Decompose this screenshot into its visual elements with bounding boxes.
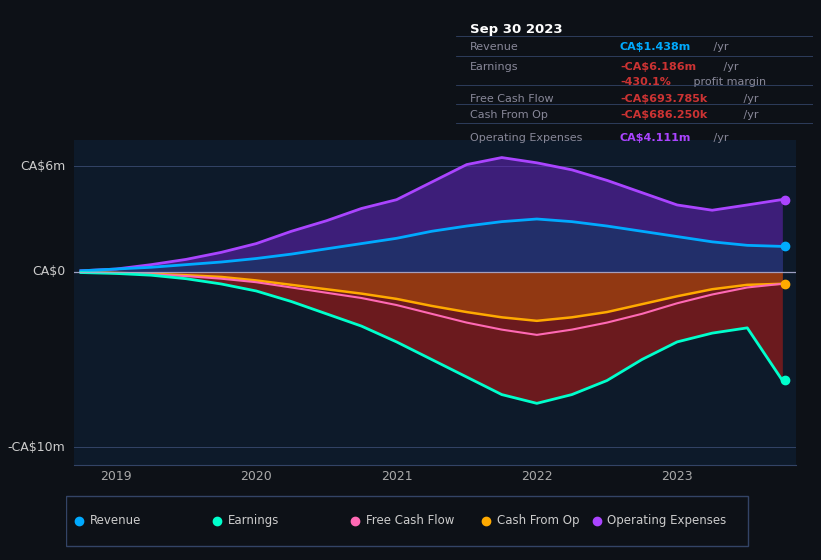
Text: -CA$10m: -CA$10m (8, 441, 66, 454)
Text: CA$6m: CA$6m (21, 160, 66, 173)
Text: Operating Expenses: Operating Expenses (607, 514, 727, 528)
Text: Free Cash Flow: Free Cash Flow (470, 95, 553, 104)
Text: -CA$693.785k: -CA$693.785k (620, 95, 707, 104)
Text: CA$0: CA$0 (32, 265, 66, 278)
Text: profit margin: profit margin (690, 77, 766, 87)
Text: /yr: /yr (740, 110, 759, 120)
Text: Operating Expenses: Operating Expenses (470, 133, 582, 143)
Text: Earnings: Earnings (227, 514, 279, 528)
Text: -CA$6.186m: -CA$6.186m (620, 63, 696, 72)
Text: Free Cash Flow: Free Cash Flow (365, 514, 454, 528)
Text: CA$1.438m: CA$1.438m (620, 41, 691, 52)
Text: Cash From Op: Cash From Op (497, 514, 579, 528)
Text: Sep 30 2023: Sep 30 2023 (470, 23, 562, 36)
Text: /yr: /yr (740, 95, 759, 104)
Text: /yr: /yr (710, 41, 728, 52)
Text: CA$4.111m: CA$4.111m (620, 133, 691, 143)
Text: Earnings: Earnings (470, 63, 518, 72)
Text: -430.1%: -430.1% (620, 77, 671, 87)
Text: /yr: /yr (710, 133, 728, 143)
Text: /yr: /yr (720, 63, 738, 72)
Text: Cash From Op: Cash From Op (470, 110, 548, 120)
Text: Revenue: Revenue (89, 514, 141, 528)
Text: Revenue: Revenue (470, 41, 519, 52)
Text: -CA$686.250k: -CA$686.250k (620, 110, 707, 120)
